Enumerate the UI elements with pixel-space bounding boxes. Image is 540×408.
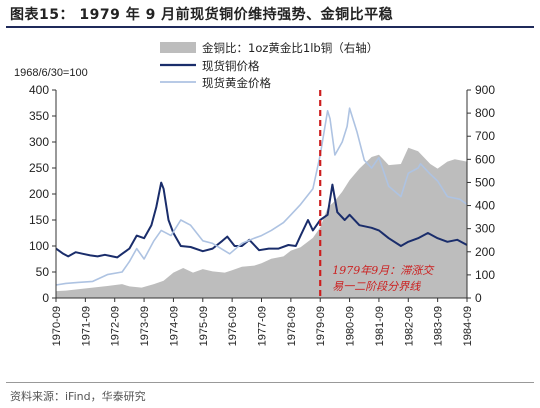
- left-tick-label: 200: [29, 187, 49, 201]
- series-area-gold-copper-ratio: [56, 147, 467, 298]
- left-tick-label: 50: [36, 265, 50, 279]
- right-tick-label: 800: [475, 106, 495, 120]
- right-tick-label: 900: [475, 83, 495, 97]
- x-tick-label: 1973-09: [139, 306, 151, 346]
- legend-label: 金铜比：1oz黄金比1lb铜（右轴）: [202, 41, 378, 55]
- legend-item-copper-price: 现货铜价格: [160, 59, 260, 73]
- left-tick-label: 250: [29, 161, 49, 175]
- right-tick-label: 600: [475, 152, 495, 166]
- left-tick-label: 150: [29, 213, 49, 227]
- legend-item-gold-price: 现货黄金价格: [160, 76, 271, 90]
- price-lines-layer: [55, 107, 468, 286]
- source-note: 资料来源：iFind，华泰研究: [10, 390, 146, 403]
- x-tick-label: 1981-09: [374, 306, 386, 346]
- x-tick-label: 1983-09: [433, 306, 445, 346]
- x-tick-label: 1978-09: [286, 306, 298, 346]
- right-tick-label: 400: [475, 199, 495, 213]
- gold-copper-ratio-area-layer: [56, 147, 467, 298]
- series-line-gold-price: [55, 107, 468, 286]
- legend-label: 现货黄金价格: [202, 76, 271, 90]
- index-base-label: 1968/6/30=100: [14, 67, 88, 79]
- right-tick-label: 500: [475, 175, 495, 189]
- x-tick-label: 1976-09: [227, 306, 239, 346]
- left-tick-label: 350: [29, 109, 49, 123]
- x-tick-label: 1975-09: [198, 306, 210, 346]
- legend-item-gold-copper-ratio: 金铜比：1oz黄金比1lb铜（右轴）: [160, 41, 378, 55]
- series-line-copper-price: [55, 181, 468, 259]
- left-tick-label: 300: [29, 135, 49, 149]
- x-tick-label: 1972-09: [110, 306, 122, 346]
- x-tick-label: 1971-09: [80, 306, 92, 346]
- x-tick-label: 1984-09: [462, 306, 474, 346]
- annotation-text: 1979年9月：滞涨交: [332, 264, 435, 277]
- right-tick-label: 0: [475, 291, 482, 305]
- title-divider: [6, 26, 534, 28]
- x-tick-label: 1980-09: [345, 306, 357, 346]
- right-tick-label: 700: [475, 129, 495, 143]
- x-tick-label: 1970-09: [51, 306, 63, 346]
- right-tick-label: 200: [475, 245, 495, 259]
- x-tick-label: 1974-09: [168, 306, 180, 346]
- x-tick-label: 1982-09: [403, 306, 415, 346]
- left-tick-label: 400: [29, 83, 49, 97]
- right-tick-label: 100: [475, 268, 495, 282]
- legend-swatch: [160, 42, 196, 53]
- legend-label: 现货铜价格: [202, 59, 260, 73]
- right-tick-label: 300: [475, 222, 495, 236]
- left-tick-label: 100: [29, 239, 49, 253]
- source-divider: [6, 382, 534, 383]
- x-tick-label: 1979-09: [315, 306, 327, 346]
- chart-title: 图表15： 1979 年 9 月前现货铜价维持强势、金铜比平稳: [10, 7, 394, 23]
- annotation-text: 易一二阶段分界线: [332, 280, 421, 293]
- axes-layer: 0 50 100 150 200 250 300 350 400 0 100 200 300 400 500…: [14, 67, 495, 346]
- left-tick-label: 0: [42, 291, 49, 305]
- x-tick-label: 1977-09: [257, 306, 269, 346]
